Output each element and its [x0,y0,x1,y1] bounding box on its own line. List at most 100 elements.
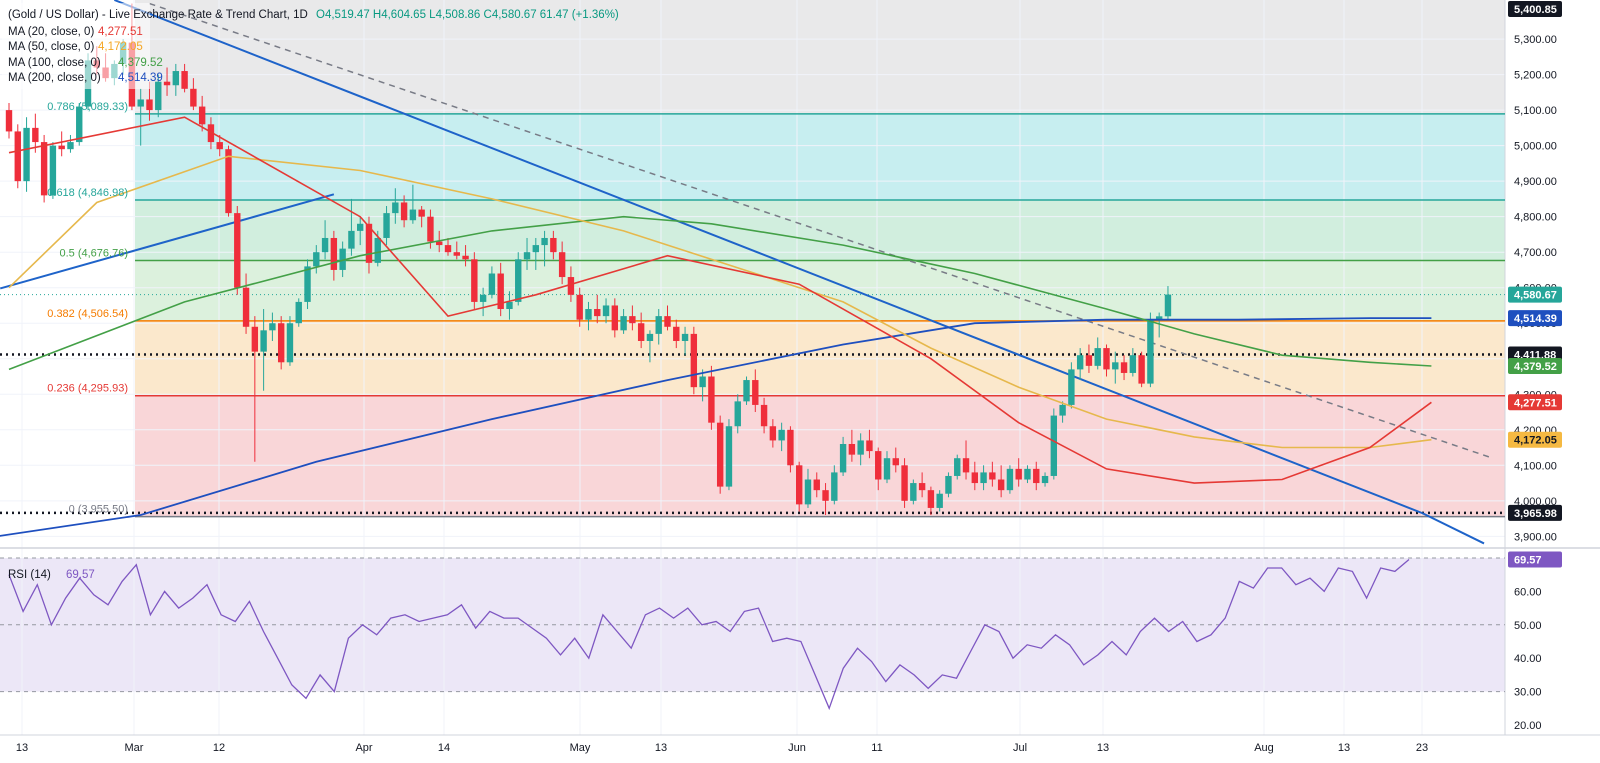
ma200-legend-label: MA (200, close, 0) [8,72,101,84]
candle-body [23,127,30,182]
time-axis-tick: Apr [355,742,372,754]
candle-body [980,472,987,484]
candle-body [1147,319,1154,384]
dashed-trendline [149,2,1494,459]
ma100-legend-label: MA (100, close, 0) [8,57,101,69]
price-tag-bg [1508,394,1562,411]
candle-body [453,252,460,256]
candle-body [787,429,794,466]
candle-body [848,443,856,455]
candle-body [646,333,654,341]
candle-body [225,149,232,214]
candle-body [269,323,276,331]
rising-trendline [0,193,335,290]
candle-body [462,255,469,260]
ma20-line [8,116,1432,484]
candle-body [708,376,715,423]
candle-body [822,490,829,501]
price-axis-tick: 4,700.00 [1514,247,1557,259]
candle-body [1050,415,1058,476]
candle-body [839,443,847,473]
ma50-legend-value: 4,172.05 [98,41,143,53]
candle-body [383,213,390,238]
time-axis-tick: Jun [788,742,806,754]
rsi-tag-label: 69.57 [1514,554,1542,566]
candle-body [286,323,294,363]
candle-body [831,472,838,501]
candle-body [76,106,83,143]
price-axis-tick: 4,800.00 [1514,212,1557,224]
fib-label: 0.618 (4,846.98) [47,187,128,199]
time-axis-tick: May [570,742,591,754]
candle-body [1120,362,1128,373]
candle-body [629,316,636,324]
price-tag-label: 4,172.05 [1514,435,1557,447]
rsi-tag-bg [1508,551,1562,568]
candle-body [190,88,197,107]
candle-body [471,259,478,302]
candle-body [5,110,13,132]
candle-body [716,422,724,487]
candle-body [760,404,768,427]
rsi-line [8,559,1410,711]
rsi-axis-tick: 40.00 [1514,653,1542,665]
candle-body [936,493,943,508]
price-axis-tick: 4,100.00 [1514,460,1557,472]
candle-body [997,479,1005,491]
fib-label: 0.5 (4,676.76) [60,247,129,259]
candle-body [234,213,241,288]
candle-body [374,237,381,263]
candle-body [883,458,891,480]
price-axis-tick: 4,000.00 [1514,496,1557,508]
price-tag-bg [1508,504,1562,521]
candle-body [260,330,267,352]
price-tag-bg [1508,1,1562,17]
price-tag-label: 4,379.52 [1514,361,1557,373]
price-tag-bg [1508,310,1562,327]
price-tag-label: 3,965.98 [1514,508,1557,520]
candle-body [155,81,162,111]
price-tag-bg [1508,358,1562,375]
ma20-legend-value: 4,277.51 [98,26,143,38]
fib-label: 0 (3,955.50) [69,504,128,516]
price-tag-label: 4,514.39 [1514,313,1557,325]
candle-body [699,376,706,388]
candle-body [725,426,733,487]
candle-body [550,237,557,253]
rsi-legend-value: 69.57 [66,569,95,581]
candle-body [602,305,610,317]
candle-body [418,209,425,217]
candle-body [1085,355,1093,366]
candle-body [620,316,627,331]
candle-body [1059,404,1066,416]
ma50-line [8,155,1432,449]
candle-body [444,245,452,253]
candle-body [1006,468,1014,491]
candle-body [1094,348,1101,366]
candle-body [796,465,803,505]
candle-body [181,71,188,89]
candle-body [857,440,864,455]
candle-body [945,475,952,494]
candle-body [1076,355,1084,370]
candle-body [242,287,250,327]
candle-body [664,316,671,327]
candle-body [251,326,259,352]
candle-body [523,252,531,260]
time-axis-tick: 23 [1416,742,1428,754]
candle-body [769,426,777,441]
time-axis-tick: Mar [125,742,144,754]
price-axis-tick: 5,300.00 [1514,34,1557,46]
time-axis-tick: 13 [1338,742,1350,754]
candle-body [497,273,504,310]
candle-body [1155,316,1163,320]
time-axis-tick: 13 [1097,742,1109,754]
candle-body [541,237,548,246]
rsi-axis-tick: 50.00 [1514,620,1542,632]
candle-body [488,273,496,295]
ma20-legend-label: MA (20, close, 0) [8,26,94,38]
candle-body [365,223,373,263]
candle-body [1138,355,1145,384]
